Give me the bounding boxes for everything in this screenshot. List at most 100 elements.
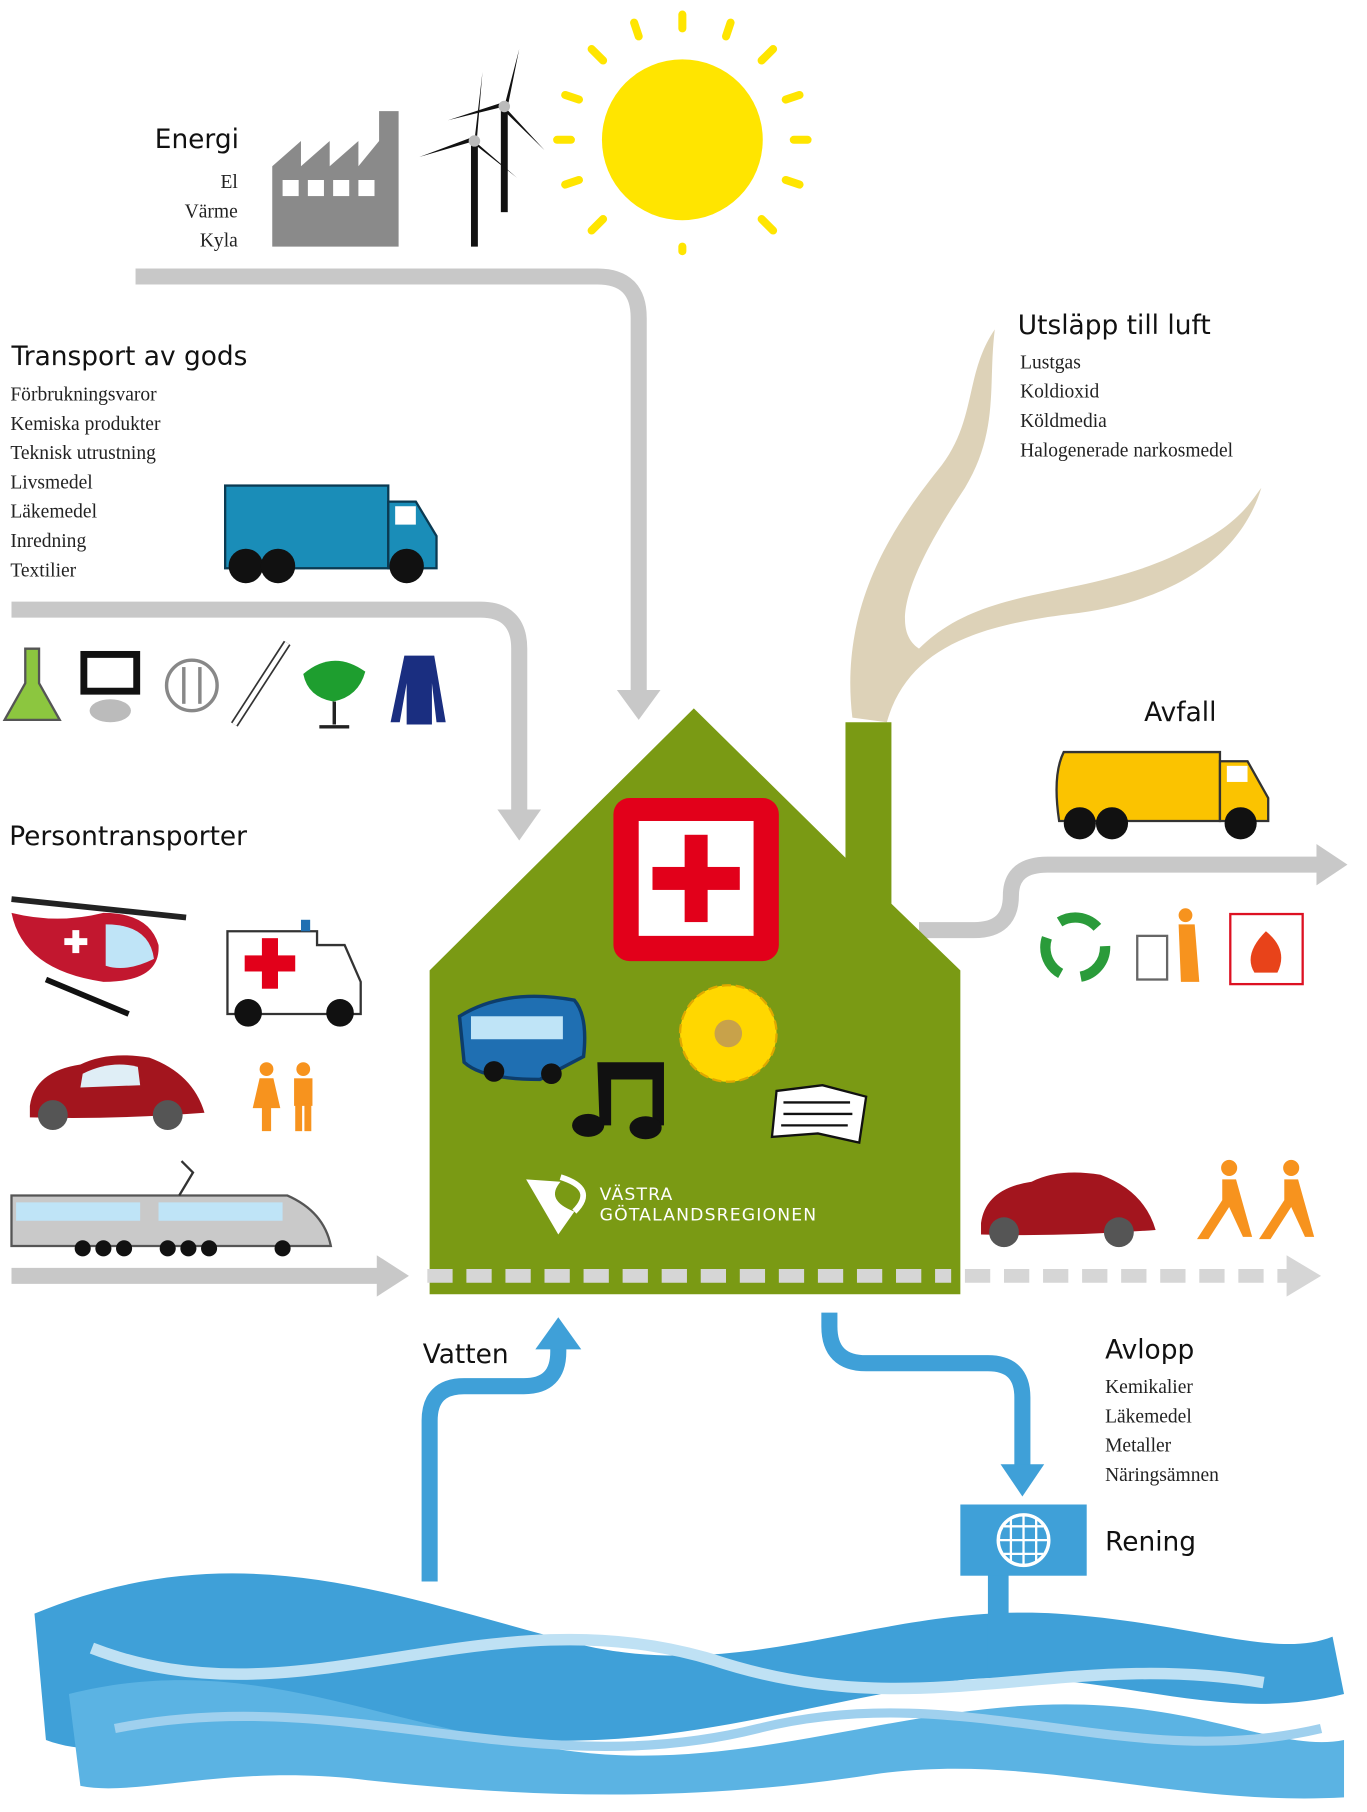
train-icon-part-part — [75, 1240, 91, 1256]
treatment-plant-icon-part — [988, 1568, 1009, 1674]
sewage-arrow-part — [829, 1313, 1022, 1467]
section-item: Näringsämnen — [1105, 1465, 1219, 1486]
street-icons — [981, 1160, 1314, 1247]
street-icons-part — [1104, 1217, 1134, 1247]
goods-icons-part — [87, 658, 133, 688]
logo-text: GÖTALANDSREGIONEN — [600, 1204, 818, 1226]
section-item: Lustgas — [1020, 352, 1081, 373]
train-icon-part-part — [95, 1240, 111, 1256]
bus-icon-part — [471, 1016, 563, 1039]
wind-turbine-icon-part — [499, 101, 510, 112]
waste-icons-part — [1179, 908, 1193, 922]
car-icon-part — [38, 1100, 68, 1130]
wind-turbine-icon — [419, 49, 544, 247]
train-icon-part — [179, 1161, 193, 1195]
factory-icon-part — [283, 180, 299, 196]
waste-truck-icon — [1057, 752, 1269, 839]
section-item: Värme — [185, 201, 238, 222]
goods-truck-icon — [225, 486, 436, 584]
sun-icon-part — [602, 59, 763, 220]
sun-icon — [557, 15, 807, 252]
sun-icon-part-part — [565, 95, 579, 100]
people-icon-part — [294, 1078, 312, 1106]
factory-icon-part — [272, 111, 398, 247]
section-title: Energi — [155, 124, 239, 155]
sun-icon-part-part — [762, 49, 773, 60]
helicopter-icon-part — [72, 930, 79, 953]
train-icon-part-part — [201, 1240, 217, 1256]
waste-arrow-part — [1316, 844, 1347, 885]
train-icon-part-part — [160, 1240, 176, 1256]
water-waves — [34, 1573, 1344, 1798]
people-icon-part — [304, 1104, 311, 1132]
section-item: Förbrukningsvaror — [10, 385, 157, 406]
waste-truck-icon-part — [1227, 766, 1248, 782]
goods-icons-part — [167, 660, 218, 711]
waste-truck-icon-part — [1064, 807, 1096, 839]
street-icons-part — [989, 1217, 1019, 1247]
hospital-house-part — [652, 867, 739, 890]
goods-arrow — [11, 610, 541, 841]
people-icon-part — [296, 1062, 310, 1076]
section-title: Utsläpp till luft — [1018, 310, 1211, 341]
sewage-arrow-part — [1001, 1464, 1045, 1496]
section-title: Avlopp — [1105, 1335, 1194, 1366]
section-item: Läkemedel — [1105, 1406, 1192, 1427]
goods-icons — [5, 643, 446, 727]
section-item: El — [220, 172, 238, 193]
section-item: Textilier — [10, 560, 76, 581]
goods-icons-part — [90, 699, 131, 722]
section-item: Kemikalier — [1105, 1377, 1193, 1398]
wind-turbine-icon-part — [501, 109, 508, 212]
section-item: Läkemedel — [10, 502, 97, 523]
goods-truck-icon-part — [261, 549, 295, 583]
bus-icon-part — [541, 1063, 562, 1084]
street-icons-part-part — [1283, 1160, 1299, 1176]
wind-turbine-icon-part — [469, 135, 480, 146]
flower-icon-part — [715, 1020, 743, 1048]
train-icon-part-part — [180, 1240, 196, 1256]
section-title: Avfall — [1144, 697, 1216, 728]
section-title: Transport av gods — [10, 341, 247, 372]
street-icons-part-part — [1221, 1160, 1237, 1176]
section-item: Metaller — [1105, 1436, 1172, 1457]
sun-icon-part-part — [726, 23, 731, 37]
passenger-arrow — [11, 1255, 408, 1296]
street-icons-part-part — [1197, 1179, 1252, 1239]
music-note-icon-part — [572, 1114, 604, 1137]
waste-icons — [1045, 908, 1302, 984]
goods-truck-icon-part — [395, 506, 416, 524]
people-icon-part — [295, 1104, 302, 1132]
goods-icons-part — [391, 656, 446, 725]
helicopter-icon — [11, 899, 186, 1014]
logo-text: VÄSTRA — [600, 1184, 674, 1205]
section-title: Vatten — [423, 1339, 509, 1370]
section-item: Kyla — [200, 231, 238, 252]
goods-truck-icon-part — [229, 549, 263, 583]
section-item: Köldmedia — [1020, 411, 1107, 432]
ambulance-icon-part — [326, 999, 354, 1027]
factory-icon — [272, 111, 398, 247]
goods-icons-part — [303, 661, 365, 702]
sun-icon-part-part — [762, 219, 773, 230]
section-item: Teknisk utrustning — [10, 443, 156, 464]
factory-icon-part — [333, 180, 349, 196]
sun-icon-part-part — [786, 95, 800, 100]
goods-arrow-part — [497, 810, 541, 841]
goods-icons-part — [234, 643, 287, 725]
section-item: Inredning — [10, 531, 86, 552]
section-item: Kemiska produkter — [10, 414, 161, 435]
goods-truck-icon-part — [389, 549, 423, 583]
goods-icons-part — [5, 649, 60, 720]
train-icon-part — [16, 1202, 140, 1220]
section-title: Persontransporter — [9, 821, 247, 852]
section-item: Livsmedel — [10, 472, 93, 493]
train-icon-part-part — [116, 1240, 132, 1256]
sun-icon-part-part — [592, 219, 603, 230]
sun-icon-part-part — [634, 23, 639, 37]
people-icon-part — [253, 1078, 281, 1131]
passenger-arrow-part — [377, 1255, 409, 1296]
car-icon — [30, 1055, 205, 1130]
water-arrow-part — [430, 1345, 559, 1582]
sun-icon-part-part — [565, 180, 579, 185]
